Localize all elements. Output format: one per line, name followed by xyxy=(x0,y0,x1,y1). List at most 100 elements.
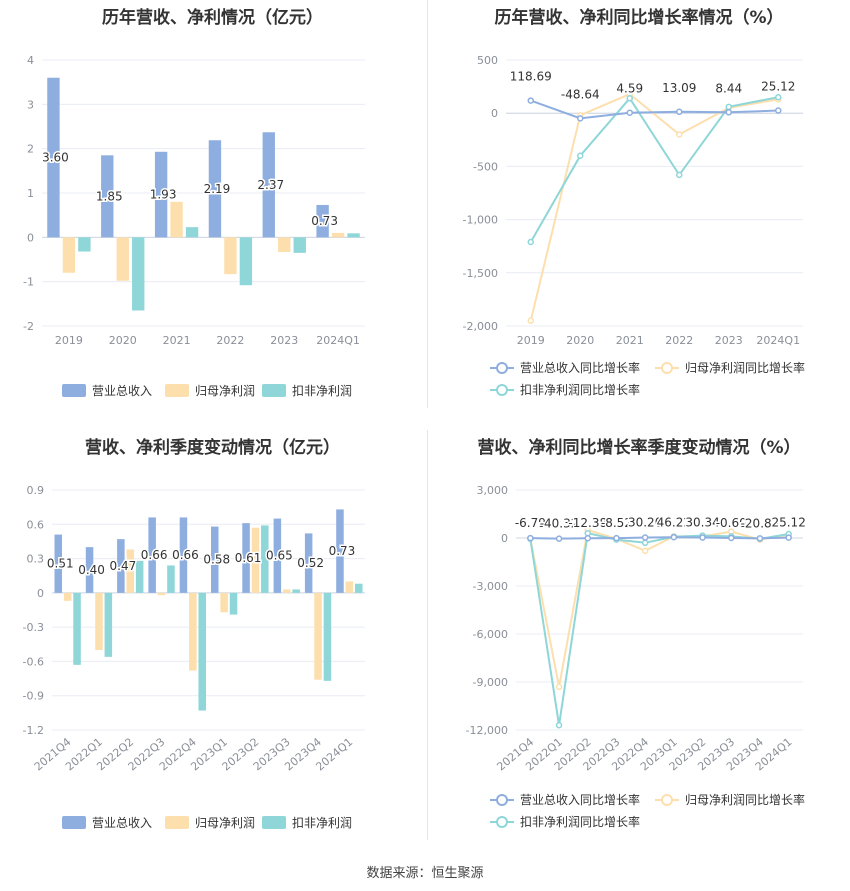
quarterly-amount-panel: 营收、净利季度变动情况（亿元） -1.2 -0.9 -0.6 -0.3 0 0.3 0.6 0… xyxy=(0,425,425,845)
data-label: -6.79 xyxy=(515,516,546,530)
data-label: 4.59 xyxy=(616,82,643,96)
deducted-point xyxy=(641,539,649,547)
legend-label: 归母净利润 xyxy=(195,384,255,398)
revenue-point xyxy=(670,534,678,541)
revenue-point xyxy=(613,534,620,542)
data-label: -12.38 xyxy=(568,516,607,530)
revenue-line xyxy=(530,536,789,540)
y-tick-label: -3,000 xyxy=(473,580,508,593)
netprofit-bar xyxy=(331,232,345,238)
deducted-bar xyxy=(73,592,81,665)
legend-marker xyxy=(661,362,673,374)
revenue-bar xyxy=(148,517,156,593)
deducted-bar xyxy=(239,237,253,286)
data-label: 3.60 xyxy=(42,151,69,165)
y-tick-label: 4 xyxy=(27,54,34,67)
data-label: 1.85 xyxy=(96,189,123,203)
legend-swatch xyxy=(62,816,86,829)
netprofit-bar xyxy=(170,201,183,238)
revenue-point xyxy=(584,534,591,542)
x-tick-label: 2024Q1 xyxy=(756,334,800,347)
revenue-line xyxy=(530,99,779,120)
data-label: -48.64 xyxy=(561,87,600,101)
y-tick-label: 1 xyxy=(27,187,34,200)
revenue-point xyxy=(756,535,764,542)
legend-label: 归母净利润 xyxy=(195,816,255,830)
data-label: 118.69 xyxy=(510,70,552,84)
revenue-bar xyxy=(211,526,219,593)
data-label: 0.51 xyxy=(47,557,74,571)
data-label: 0.40 xyxy=(78,563,105,577)
legend-label: 扣非净利润 xyxy=(292,816,352,830)
legend-swatch xyxy=(62,384,86,397)
y-tick-label: -0.3 xyxy=(23,621,44,634)
netprofit-line xyxy=(529,92,779,321)
revenue-bar xyxy=(117,539,125,593)
deducted-point xyxy=(555,721,563,729)
revenue-bar xyxy=(336,509,344,593)
y-tick-label: 3,000 xyxy=(477,484,509,497)
netprofit-bar xyxy=(116,237,129,281)
x-tick-label: 2023 xyxy=(270,334,298,347)
deducted-bar xyxy=(261,525,269,593)
legend-label: 归母净利润同比增长率 xyxy=(685,792,805,807)
x-tick-label: 2023 xyxy=(715,334,743,347)
y-tick-label: -2,000 xyxy=(463,320,498,333)
data-label: 13.09 xyxy=(662,81,696,95)
deducted-bar xyxy=(293,237,306,253)
deducted-point xyxy=(626,95,633,102)
netprofit-bar xyxy=(157,592,166,596)
data-label: 25.12 xyxy=(761,80,795,94)
revenue-point xyxy=(527,534,534,542)
deducted-bar xyxy=(132,237,145,311)
x-tick-label: 2021 xyxy=(163,334,191,347)
netprofit-point xyxy=(527,317,534,324)
x-tick-label: 2020 xyxy=(109,334,137,347)
data-label: 30.20 xyxy=(628,516,662,530)
deducted-bar xyxy=(354,583,363,593)
legend-label: 营业总收入 xyxy=(92,384,152,398)
revenue-point xyxy=(728,534,735,542)
deducted-point xyxy=(775,93,782,101)
annual-amount-panel: 历年营收、净利情况（亿元） -2 -1 0 1 2 3 4 2019 2020 2021 2022 2… xyxy=(0,0,425,410)
y-tick-label: -9,000 xyxy=(473,676,508,689)
revenue-point xyxy=(785,534,792,541)
data-source: 数据来源：恒生聚源 xyxy=(366,866,484,881)
legend-swatch xyxy=(262,816,286,829)
netprofit-bar xyxy=(278,237,291,252)
deducted-bar xyxy=(292,589,300,593)
y-tick-label: 0 xyxy=(491,107,498,120)
deducted-bar xyxy=(135,560,144,593)
netprofit-bar xyxy=(251,527,260,593)
deducted-point xyxy=(725,103,732,111)
legend-marker xyxy=(496,384,508,396)
revenue-point xyxy=(527,97,534,104)
legend-label: 扣非净利润同比增长率 xyxy=(520,382,640,397)
data-label: -8.52 xyxy=(601,516,632,530)
deducted-point xyxy=(676,171,683,179)
data-label: 0.58 xyxy=(203,553,230,567)
y-tick-label: -0.9 xyxy=(23,690,44,703)
revenue-point xyxy=(555,535,563,542)
legend-label: 营业总收入 xyxy=(92,816,152,830)
x-tick-label: 2024Q1 xyxy=(316,334,360,347)
revenue-point xyxy=(577,115,584,122)
panel-divider-top xyxy=(427,0,428,408)
x-tick-label: 2019 xyxy=(55,334,83,347)
quarterly-growth-panel: 营收、净利同比增长率季度变动情况（%） -12,000 -9,000 -6,000 -… xyxy=(428,425,850,845)
data-label: -20.83 xyxy=(741,516,780,530)
deducted-bar xyxy=(167,565,175,593)
quarterly-growth-chart: -12,000-9,000-6,000-3,00003,0002021Q4202… xyxy=(466,484,808,829)
x-tick-label: 2019 xyxy=(517,334,545,347)
y-tick-label: -2 xyxy=(23,320,34,333)
legend-marker xyxy=(496,362,508,374)
y-tick-label: -0.6 xyxy=(23,655,44,668)
revenue-bar xyxy=(85,547,94,593)
netprofit-bar xyxy=(95,592,103,650)
legend-label: 归母净利润同比增长率 xyxy=(685,360,805,375)
revenue-point xyxy=(725,109,732,116)
netprofit-bar xyxy=(63,592,72,601)
data-label: 1.93 xyxy=(150,188,177,202)
revenue-bar xyxy=(101,155,114,238)
revenue-point xyxy=(676,108,683,116)
